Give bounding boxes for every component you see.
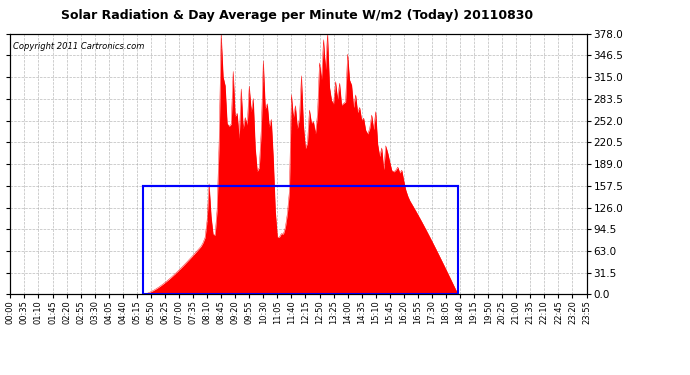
Text: Copyright 2011 Cartronics.com: Copyright 2011 Cartronics.com: [13, 42, 145, 51]
Bar: [143, 186, 458, 294]
Text: Solar Radiation & Day Average per Minute W/m2 (Today) 20110830: Solar Radiation & Day Average per Minute…: [61, 9, 533, 22]
